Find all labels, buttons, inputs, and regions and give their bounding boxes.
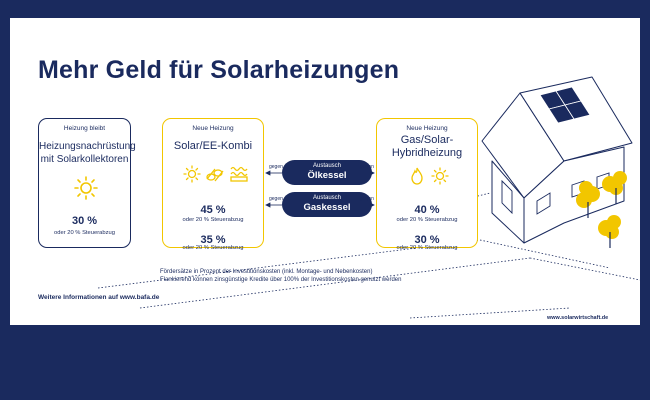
card-head: Neue Heizung <box>406 125 448 132</box>
gegen-label: gegen <box>360 164 374 170</box>
sun-icon <box>74 176 98 200</box>
gegen-label: gegen <box>269 164 283 170</box>
card-retrofit: Heizung bleibt Heizungsnachrüstung mit S… <box>38 118 136 248</box>
card-hybrid: Neue Heizung Gas/Solar- Hybridheizung 40… <box>376 118 478 251</box>
exchange-gas-boiler: Austausch Gaskessel <box>282 192 372 217</box>
exchange-oil-boiler: Austausch Ölkessel <box>282 160 372 185</box>
kombi-percent-gas: 35 % <box>200 234 226 246</box>
footer-info-link[interactable]: Weitere Informationen auf www.bafa.de <box>38 294 160 301</box>
kombi-percent-oil: 45 % <box>200 204 226 216</box>
hybrid-tax-note-oil: oder 20 % Steuerabzug <box>396 217 458 223</box>
card-solar-ee-kombi: Neue Heizung Solar/EE-Kombi 45 % oder 20… <box>162 118 264 251</box>
exchange-boiler-name: Gaskessel <box>303 202 351 213</box>
page-title: Mehr Geld für Solarheizungen <box>38 56 400 84</box>
note-line2: Flankierend können zinsgünstige Kredite … <box>160 277 402 283</box>
ground-lines <box>97 192 640 319</box>
note-line1: Fördersätze in Prozent der Investitionsk… <box>160 269 373 275</box>
card-title: Solar/EE-Kombi <box>173 140 253 152</box>
card-title-line2: Hybridheizung <box>391 147 463 159</box>
flame-icon <box>411 167 423 185</box>
sun-icon <box>183 165 201 183</box>
house-illustration <box>481 76 633 244</box>
retrofit-percent: 30 % <box>71 215 98 227</box>
sun-icon <box>431 167 449 185</box>
wood-pellets-icon <box>206 168 224 182</box>
heat-pump-icon <box>230 166 248 182</box>
card-title-line2: mit Solarkollektoren <box>40 154 129 165</box>
kombi-tax-note-oil: oder 20 % Steuerabzug <box>182 217 244 223</box>
card-title-line1: Heizungsnachrüstung <box>39 141 136 152</box>
trees-illustration <box>576 171 627 248</box>
infographic-panel: Mehr Geld für Solarheizungen Heizung ble… <box>10 18 640 325</box>
hybrid-tax-note-gas: oder 20 % Steuerabzug <box>396 245 458 251</box>
retrofit-tax-note: oder 20 % Steuerabzug <box>54 230 115 236</box>
kombi-tax-note-gas: oder 20 % Steuerabzug <box>182 245 244 251</box>
exchange-boiler-name: Ölkessel <box>307 170 347 181</box>
footer-website[interactable]: www.solarwirtschaft.de <box>547 315 609 321</box>
exchange-label: Austausch <box>312 163 342 169</box>
gegen-label: gegen <box>360 196 374 202</box>
hybrid-percent-oil: 40 % <box>414 204 440 216</box>
exchange-label: Austausch <box>312 195 342 201</box>
card-head: Heizung bleibt <box>63 125 106 132</box>
card-title-line1: Gas/Solar- <box>400 134 454 146</box>
hybrid-percent-gas: 30 % <box>414 234 440 246</box>
gegen-label: gegen <box>269 196 283 202</box>
card-head: Neue Heizung <box>192 125 234 132</box>
